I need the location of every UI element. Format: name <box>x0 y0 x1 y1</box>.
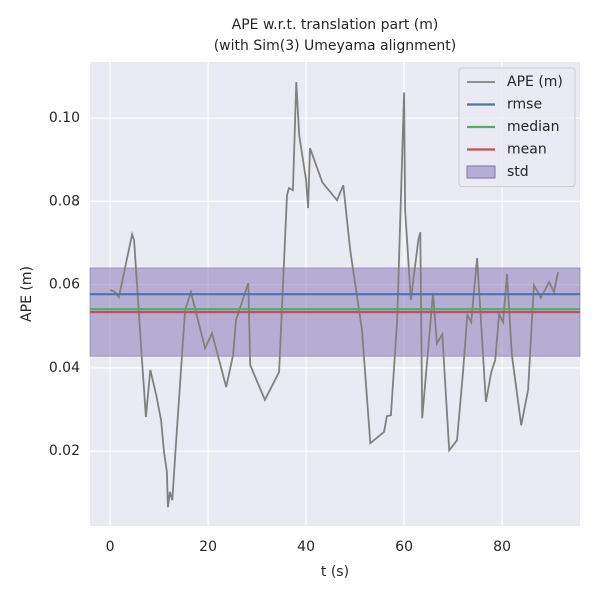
x-tick-label: 0 <box>106 539 115 555</box>
y-tick-label: 0.08 <box>49 193 80 209</box>
x-tick-label: 40 <box>297 539 315 555</box>
legend-box <box>458 67 576 187</box>
x-tick-label: 60 <box>395 539 413 555</box>
y-tick-label: 0.02 <box>49 443 80 459</box>
chart-subtitle: (with Sim(3) Umeyama alignment) <box>214 38 457 54</box>
y-tick-label: 0.10 <box>49 110 80 126</box>
legend-label: APE (m) <box>507 74 563 90</box>
x-axis-label: t (s) <box>321 564 349 580</box>
y-tick-label: 0.04 <box>49 360 80 376</box>
legend-label: median <box>507 119 559 135</box>
legend-label: rmse <box>507 97 542 113</box>
x-tick-label: 80 <box>493 539 511 555</box>
x-tick-label: 20 <box>199 539 217 555</box>
data-line <box>109 81 559 508</box>
y-axis-label: APE (m) <box>19 266 35 322</box>
legend-label: mean <box>507 142 547 158</box>
legend-swatch <box>466 165 496 179</box>
legend-label: std <box>507 164 529 180</box>
chart-title: APE w.r.t. translation part (m) <box>232 17 439 33</box>
y-tick-label: 0.06 <box>49 277 80 293</box>
